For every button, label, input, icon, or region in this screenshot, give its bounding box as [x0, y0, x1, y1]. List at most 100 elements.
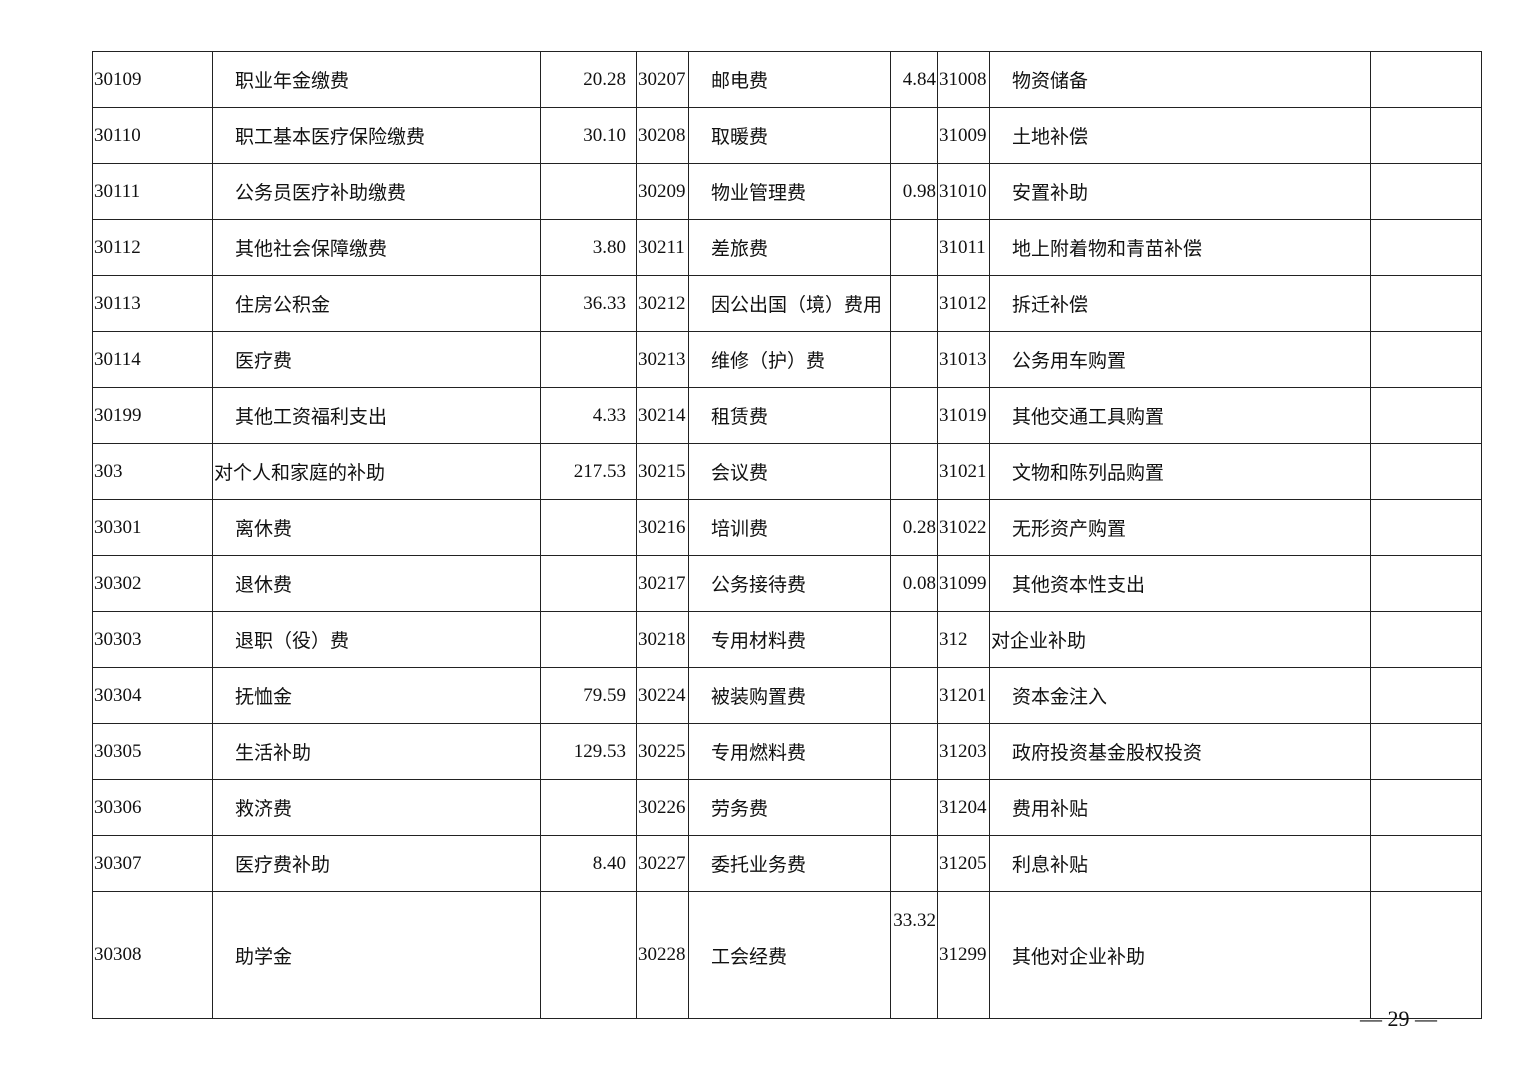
item-name: 物业管理费 — [688, 163, 891, 220]
item-code: 31201 — [937, 667, 990, 724]
item-name: 费用补贴 — [989, 779, 1371, 836]
item-amount — [540, 779, 637, 836]
item-amount — [890, 219, 938, 276]
item-code: 30113 — [92, 275, 213, 332]
item-name: 土地补偿 — [989, 107, 1371, 164]
item-name: 文物和陈列品购置 — [989, 443, 1371, 500]
item-name: 拆迁补偿 — [989, 275, 1371, 332]
item-amount: 4.33 — [540, 387, 637, 444]
table-row: 30308 助学金 30228 工会经费 33.32 31299 其他对企业补助 — [92, 891, 1482, 1019]
item-name: 工会经费 — [688, 891, 891, 1019]
item-amount — [890, 611, 938, 668]
item-code: 30216 — [636, 499, 689, 556]
table-row: 30305 生活补助 129.53 30225 专用燃料费 31203 政府投资基金股权投资 — [92, 723, 1482, 780]
item-code: 30214 — [636, 387, 689, 444]
item-code: 30306 — [92, 779, 213, 836]
table-row: 30114 医疗费 30213 维修（护）费 31013 公务用车购置 — [92, 331, 1482, 388]
item-name: 住房公积金 — [212, 275, 541, 332]
item-name: 差旅费 — [688, 219, 891, 276]
item-code: 31012 — [937, 275, 990, 332]
item-amount — [1370, 163, 1482, 220]
item-name: 维修（护）费 — [688, 331, 891, 388]
item-code: 31204 — [937, 779, 990, 836]
item-amount: 129.53 — [540, 723, 637, 780]
table-row: 30302 退休费 30217 公务接待费 0.08 31099 其他资本性支出 — [92, 555, 1482, 612]
item-amount: 20.28 — [540, 51, 637, 108]
item-amount: 79.59 — [540, 667, 637, 724]
item-code: 30304 — [92, 667, 213, 724]
table-row: 30304 抚恤金 79.59 30224 被装购置费 31201 资本金注入 — [92, 667, 1482, 724]
item-name: 抚恤金 — [212, 667, 541, 724]
item-amount — [1370, 443, 1482, 500]
item-code: 30217 — [636, 555, 689, 612]
budget-expenditure-table: 30109 职业年金缴费 20.28 30207 邮电费 4.84 31008 物资储备 301… — [92, 51, 1482, 1019]
item-amount — [540, 611, 637, 668]
item-amount — [540, 331, 637, 388]
item-code: 31299 — [937, 891, 990, 1019]
item-amount — [1370, 499, 1482, 556]
item-code: 30212 — [636, 275, 689, 332]
item-name: 离休费 — [212, 499, 541, 556]
item-name: 其他社会保障缴费 — [212, 219, 541, 276]
item-amount: 0.08 — [890, 555, 938, 612]
item-name: 医疗费 — [212, 331, 541, 388]
item-code: 30307 — [92, 835, 213, 892]
item-amount: 36.33 — [540, 275, 637, 332]
item-name: 医疗费补助 — [212, 835, 541, 892]
item-code: 30209 — [636, 163, 689, 220]
item-code: 30213 — [636, 331, 689, 388]
item-amount — [1370, 275, 1482, 332]
item-amount: 217.53 — [540, 443, 637, 500]
item-code: 30302 — [92, 555, 213, 612]
table-row: 30306 救济费 30226 劳务费 31204 费用补贴 — [92, 779, 1482, 836]
item-name: 安置补助 — [989, 163, 1371, 220]
item-name: 公务员医疗补助缴费 — [212, 163, 541, 220]
item-amount: 0.98 — [890, 163, 938, 220]
item-name: 职工基本医疗保险缴费 — [212, 107, 541, 164]
item-name: 邮电费 — [688, 51, 891, 108]
item-amount — [890, 331, 938, 388]
item-name: 取暖费 — [688, 107, 891, 164]
item-name: 政府投资基金股权投资 — [989, 723, 1371, 780]
item-name: 公务用车购置 — [989, 331, 1371, 388]
item-code: 30301 — [92, 499, 213, 556]
item-code: 30199 — [92, 387, 213, 444]
item-code: 30112 — [92, 219, 213, 276]
item-amount — [540, 163, 637, 220]
item-amount: 8.40 — [540, 835, 637, 892]
item-amount — [890, 387, 938, 444]
item-name: 会议费 — [688, 443, 891, 500]
item-amount: 3.80 — [540, 219, 637, 276]
item-code: 30218 — [636, 611, 689, 668]
table-row: 30113 住房公积金 36.33 30212 因公出国（境）费用 31012 拆迁补偿 — [92, 275, 1482, 332]
table-row: 30112 其他社会保障缴费 3.80 30211 差旅费 31011 地上附着物和青苗补偿 — [92, 219, 1482, 276]
table-row: 30307 医疗费补助 8.40 30227 委托业务费 31205 利息补贴 — [92, 835, 1482, 892]
item-amount — [1370, 723, 1482, 780]
item-name: 专用材料费 — [688, 611, 891, 668]
item-name: 被装购置费 — [688, 667, 891, 724]
item-name: 对个人和家庭的补助 — [212, 443, 541, 500]
item-code: 31099 — [937, 555, 990, 612]
item-amount: 33.32 — [890, 891, 938, 1019]
item-amount — [890, 723, 938, 780]
item-name: 退职（役）费 — [212, 611, 541, 668]
item-name: 劳务费 — [688, 779, 891, 836]
table-row: 30111 公务员医疗补助缴费 30209 物业管理费 0.98 31010 安置补助 — [92, 163, 1482, 220]
item-name: 物资储备 — [989, 51, 1371, 108]
item-amount — [540, 555, 637, 612]
table-row: 30110 职工基本医疗保险缴费 30.10 30208 取暖费 31009 土地补偿 — [92, 107, 1482, 164]
item-code: 30110 — [92, 107, 213, 164]
item-code: 30224 — [636, 667, 689, 724]
item-amount: 4.84 — [890, 51, 938, 108]
item-amount — [890, 107, 938, 164]
item-amount — [890, 779, 938, 836]
table-row: 303 对个人和家庭的补助 217.53 30215 会议费 31021 文物和陈列品购置 — [92, 443, 1482, 500]
item-amount — [1370, 891, 1482, 1019]
item-code: 30109 — [92, 51, 213, 108]
item-name: 地上附着物和青苗补偿 — [989, 219, 1371, 276]
item-code: 31205 — [937, 835, 990, 892]
item-amount — [1370, 667, 1482, 724]
item-name: 其他资本性支出 — [989, 555, 1371, 612]
item-name: 其他交通工具购置 — [989, 387, 1371, 444]
item-name: 培训费 — [688, 499, 891, 556]
